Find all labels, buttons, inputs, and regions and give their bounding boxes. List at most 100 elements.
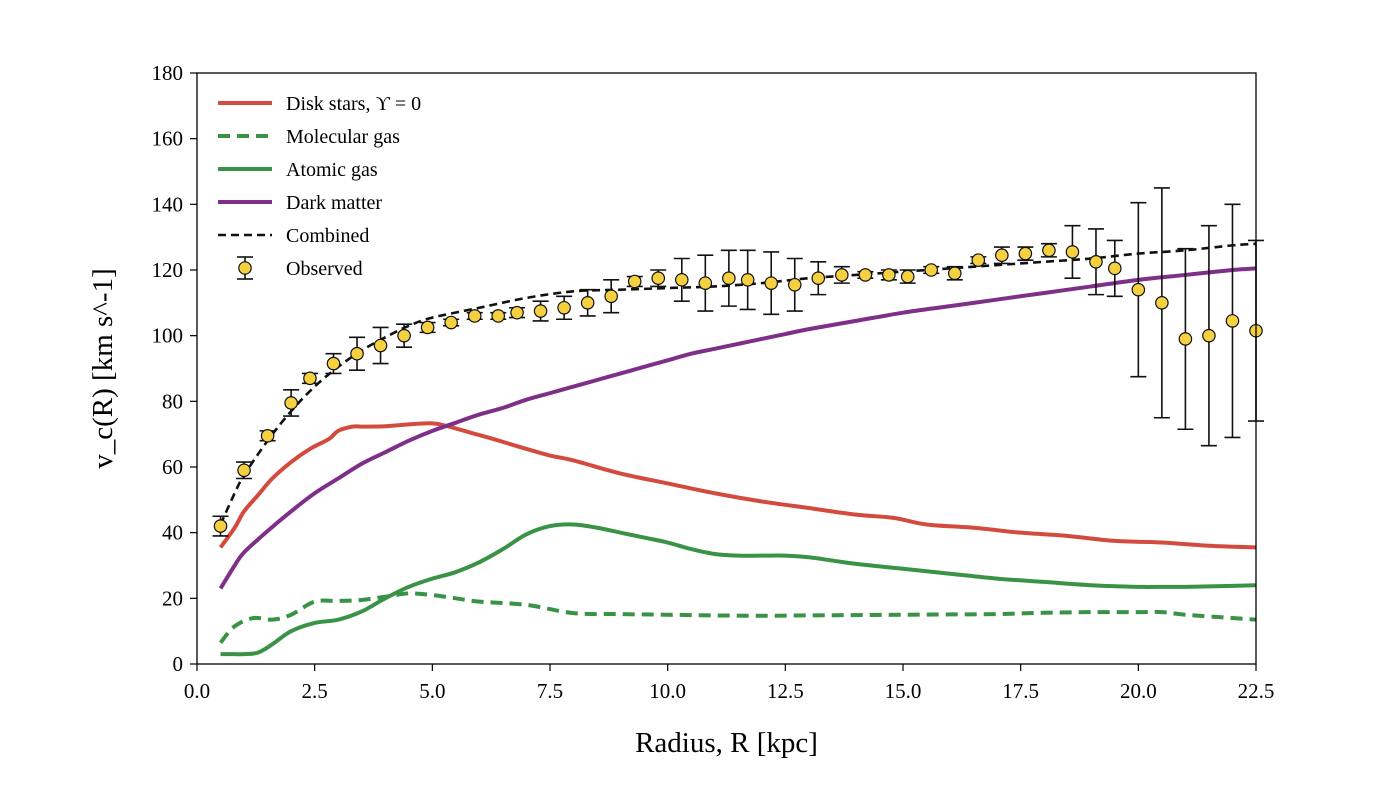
observed-marker [722, 271, 736, 286]
x-axis-title: Radius, R [kpc] [635, 727, 818, 759]
observed-marker [787, 277, 802, 292]
observed-marker [557, 300, 571, 315]
observed-marker [467, 309, 482, 323]
observed-point [673, 257, 690, 302]
observed-point [833, 265, 850, 284]
legend-label: Atomic gas [286, 159, 378, 181]
observed-point [579, 288, 596, 317]
observed-point [1200, 224, 1217, 447]
observed-points-layer [212, 187, 1264, 537]
legend-entry-disk-stars-0: Disk stars, ϒ = 0 [218, 93, 421, 115]
legend-label: Dark matter [286, 192, 382, 214]
series-layer [218, 242, 1257, 657]
observed-marker [924, 263, 939, 277]
y-tick-label: 160 [152, 127, 184, 151]
observed-marker [373, 338, 388, 353]
observed-marker [533, 304, 548, 318]
x-tick-label: 7.5 [537, 679, 563, 703]
x-tick-label: 2.5 [302, 679, 328, 703]
observed-point [880, 268, 897, 282]
y-tick-label: 120 [152, 258, 184, 282]
x-tick-label: 0.0 [184, 679, 210, 703]
y-tick-label: 40 [162, 521, 183, 545]
observed-point [259, 429, 276, 443]
observed-point [490, 309, 507, 323]
observed-marker [1089, 254, 1103, 269]
observed-point [466, 309, 483, 323]
observed-point [993, 246, 1010, 265]
observed-marker [651, 271, 666, 286]
observed-point [626, 274, 643, 289]
legend-label: Observed [286, 258, 363, 280]
observed-point [899, 269, 916, 284]
legend-entry-combined: Combined [218, 225, 369, 247]
observed-point [697, 254, 714, 312]
series-line-combined [219, 242, 1257, 525]
observed-point [556, 295, 573, 321]
observed-marker [1131, 282, 1146, 297]
observed-marker [764, 276, 779, 290]
x-tick-label: 15.0 [885, 679, 922, 703]
observed-point [923, 263, 940, 277]
observed-marker [1042, 243, 1056, 258]
observed-marker [698, 276, 713, 290]
y-tick-label: 60 [162, 455, 183, 479]
observed-marker [674, 273, 689, 287]
observed-marker [1202, 328, 1216, 343]
x-tick-label: 17.5 [1002, 679, 1039, 703]
observed-point [212, 515, 229, 537]
observed-marker [444, 315, 458, 330]
x-tick-label: 12.5 [767, 679, 804, 703]
observed-marker [491, 309, 506, 323]
observed-marker [835, 268, 849, 282]
legend-entry-atomic-gas: Atomic gas [218, 159, 378, 181]
observed-point [1106, 239, 1123, 298]
observed-point [1017, 246, 1034, 261]
observed-point [603, 279, 620, 314]
y-tick-label: 0 [173, 652, 184, 676]
y-axis-title: v_c(R) [km s^-1] [87, 268, 119, 468]
x-tick-label: 20.0 [1120, 679, 1157, 703]
observed-marker [995, 248, 1009, 263]
series-line-molecular-gas [218, 591, 1257, 644]
observed-point [301, 371, 318, 386]
observed-marker [1155, 296, 1169, 310]
observed-marker [900, 269, 915, 284]
observed-marker [858, 268, 873, 282]
observed-point [1064, 224, 1081, 280]
y-tick-label: 140 [152, 192, 184, 216]
observed-point [946, 265, 963, 281]
observed-point [650, 269, 667, 288]
observed-marker [420, 320, 435, 335]
observed-marker [947, 266, 962, 281]
observed-point [1040, 242, 1057, 258]
observed-point [1153, 187, 1170, 419]
observed-marker [1178, 332, 1193, 346]
observed-point [1130, 201, 1147, 378]
observed-point [325, 352, 342, 375]
observed-point [720, 249, 737, 307]
observed-marker [811, 271, 826, 286]
observed-marker [510, 305, 524, 320]
legend-label: Disk stars, ϒ = 0 [286, 93, 421, 115]
observed-marker [604, 289, 618, 304]
observed-marker [326, 356, 341, 371]
observed-point [810, 260, 827, 296]
observed-point [1177, 247, 1194, 431]
observed-marker [213, 519, 228, 533]
legend-entry-observed: Observed [237, 256, 363, 280]
x-tick-label: 5.0 [419, 679, 445, 703]
observed-marker [1225, 314, 1240, 328]
observed-marker [580, 296, 595, 310]
observed-marker [284, 396, 298, 410]
legend: Disk stars, ϒ = 0 Molecular gas Atomic gas… [218, 93, 421, 280]
legend-label: Combined [286, 225, 369, 247]
legend-entry-molecular-gas: Molecular gas [218, 126, 400, 148]
observed-marker [260, 429, 275, 443]
series-line-dark-matter [218, 266, 1257, 590]
observed-point [372, 326, 389, 365]
x-tick-label: 10.0 [649, 679, 686, 703]
observed-marker [1065, 245, 1080, 259]
observed-point [283, 389, 300, 417]
